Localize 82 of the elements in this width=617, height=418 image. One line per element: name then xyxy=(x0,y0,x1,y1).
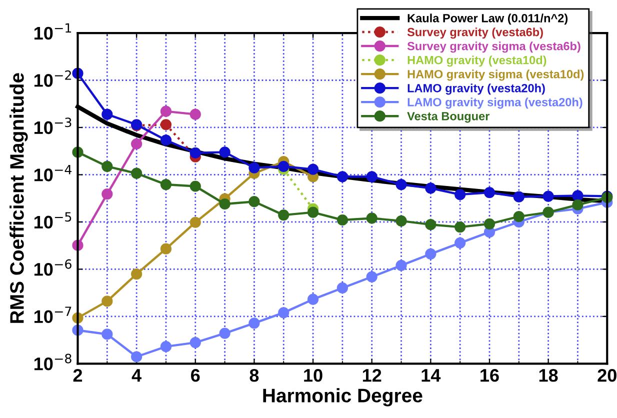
x-tick-label: 14 xyxy=(422,369,441,382)
point xyxy=(219,146,230,158)
point xyxy=(336,282,348,294)
legend-label: Survey gravity (vesta6b) xyxy=(407,28,543,39)
y-tick-label: 10$^{−6}$ xyxy=(34,259,72,276)
point xyxy=(248,196,260,208)
point xyxy=(160,106,172,117)
point xyxy=(248,318,260,329)
point xyxy=(190,336,201,348)
point xyxy=(190,108,201,120)
legend-label: Kaula Power Law (0.011/n^2) xyxy=(408,14,568,25)
point xyxy=(425,248,436,260)
legend-label: Vesta Bouguer xyxy=(407,112,490,123)
point xyxy=(131,351,142,362)
legend-label: LAMO gravity (vesta20h) xyxy=(408,84,545,95)
x-tick-label: 12 xyxy=(362,369,382,382)
point xyxy=(425,182,436,194)
point xyxy=(278,160,290,172)
y-tick-label: 10$^{−5}$ xyxy=(34,212,72,229)
point xyxy=(102,328,113,340)
x-tick-label: 10 xyxy=(304,369,322,382)
y-tick-label: 10$^{−3}$ xyxy=(34,118,72,134)
point xyxy=(102,296,113,307)
x-tick-label: 18 xyxy=(539,369,558,382)
point xyxy=(572,199,584,210)
point xyxy=(484,186,496,198)
x-tick-label: 16 xyxy=(480,369,499,382)
point xyxy=(336,171,348,182)
point xyxy=(190,180,201,192)
point xyxy=(513,191,524,202)
point xyxy=(219,198,230,210)
y-tick-label: 10$^{−7}$ xyxy=(34,306,72,324)
point xyxy=(425,219,436,230)
point xyxy=(131,138,142,150)
y-tick-label: 10$^{−1}$ xyxy=(34,23,72,40)
x-axis-title: Harmonic Degree xyxy=(263,388,422,406)
point xyxy=(366,212,378,224)
legend-label: LAMO gravity sigma (vesta20h) xyxy=(408,98,582,109)
point xyxy=(307,294,319,305)
x-tick-label: 8 xyxy=(250,369,259,382)
point xyxy=(454,222,466,233)
point xyxy=(307,206,319,218)
point xyxy=(160,119,172,130)
point xyxy=(278,210,290,221)
point xyxy=(484,218,496,230)
x-tick-label: 2 xyxy=(73,369,82,382)
y-tick-label: 10$^{−4}$ xyxy=(34,165,72,182)
point xyxy=(102,160,113,172)
point xyxy=(160,243,172,254)
point xyxy=(102,108,113,120)
point xyxy=(572,190,584,202)
point xyxy=(366,271,378,282)
point xyxy=(190,147,201,158)
point xyxy=(396,178,407,190)
y-tick-label: 10$^{−2}$ xyxy=(34,70,71,87)
x-tick-label: 4 xyxy=(132,369,142,382)
point xyxy=(513,211,524,222)
legend-label: HAMO gravity sigma (vesta10d) xyxy=(408,70,584,81)
point xyxy=(396,260,407,272)
point xyxy=(454,237,466,248)
legend-label: Survey gravity sigma (vesta6b) xyxy=(407,42,580,53)
point xyxy=(190,216,201,228)
point xyxy=(160,178,172,190)
point xyxy=(131,168,142,179)
point xyxy=(248,162,260,174)
y-tick-label: 10$^{−8}$ xyxy=(34,354,72,370)
point xyxy=(131,268,142,280)
y-axis-title: RMS Coefficient Magnitude xyxy=(10,73,28,323)
point xyxy=(366,171,378,182)
point xyxy=(336,214,348,226)
point xyxy=(219,328,230,339)
point xyxy=(160,134,172,146)
x-tick-label: 20 xyxy=(598,369,616,382)
point xyxy=(278,307,290,318)
point xyxy=(102,188,113,200)
legend-label: HAMO gravity (vesta10d) xyxy=(408,56,546,67)
x-tick-label: 6 xyxy=(191,369,200,382)
point xyxy=(542,190,554,202)
point xyxy=(396,215,407,227)
point xyxy=(160,341,172,352)
point xyxy=(307,164,319,175)
point xyxy=(454,189,466,200)
